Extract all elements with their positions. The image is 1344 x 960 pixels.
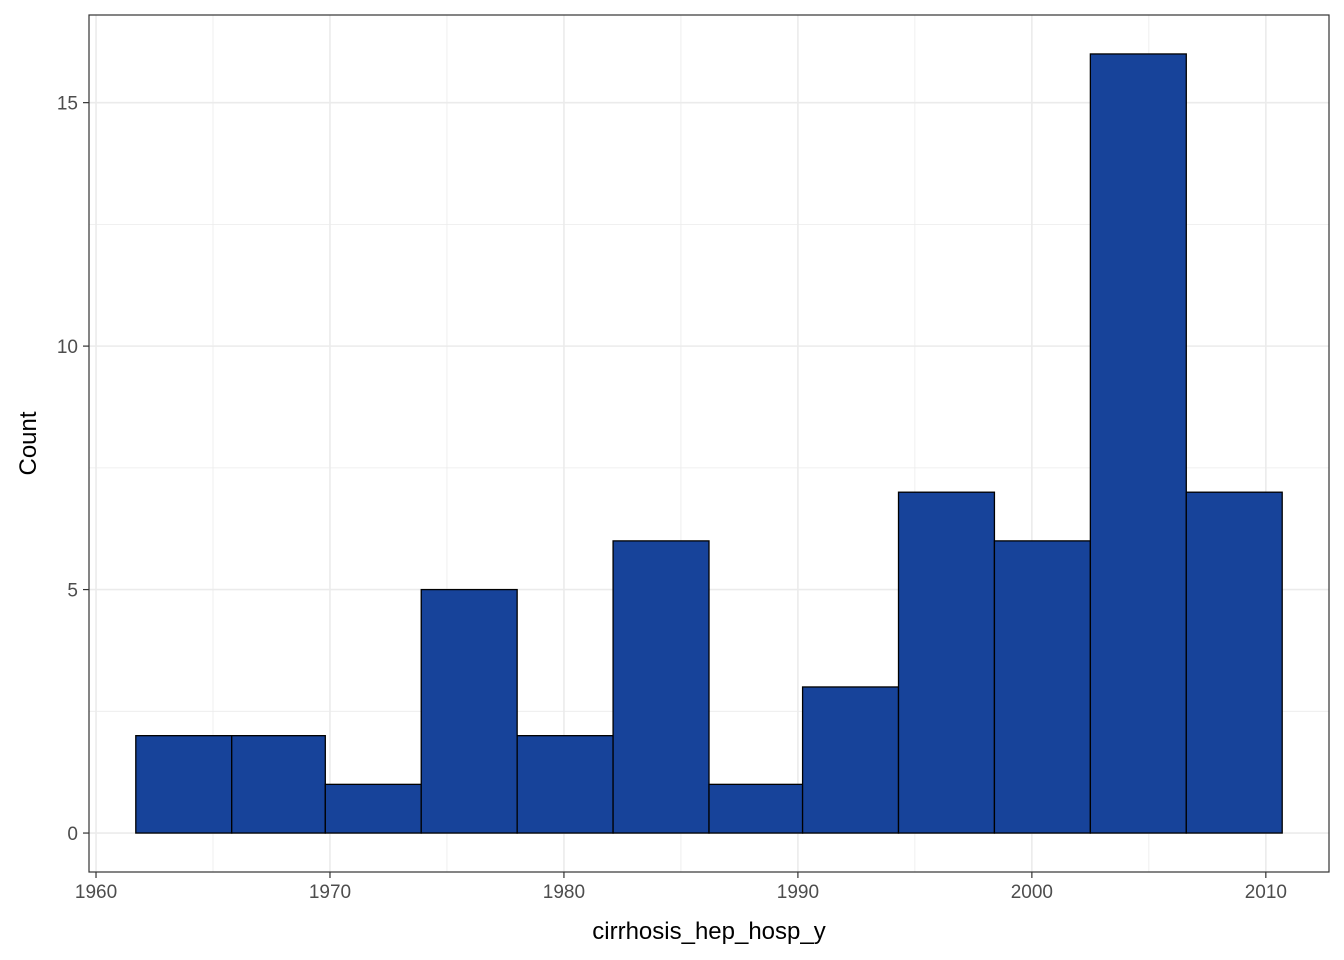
histogram-bar — [1089, 53, 1187, 834]
x-tick-label: 1990 — [777, 882, 819, 903]
y-axis-title: Count — [15, 411, 42, 475]
panel-border — [88, 14, 1330, 873]
histogram-bar — [420, 588, 518, 834]
y-tick-label: 15 — [57, 94, 78, 115]
y-axis-ticks: 0 5 10 15 — [57, 94, 89, 845]
x-tick-label: 1960 — [75, 882, 117, 903]
histogram-bar — [612, 540, 710, 834]
y-tick-label: 5 — [67, 581, 78, 602]
histogram-bar — [993, 540, 1092, 834]
x-tick-label: 2010 — [1245, 882, 1287, 903]
y-tick-label: 0 — [67, 824, 78, 845]
histogram-bar — [1185, 491, 1283, 834]
y-tick-label: 10 — [57, 337, 78, 358]
histogram-bar — [708, 783, 804, 834]
histogram-bars — [135, 53, 1283, 834]
histogram-bar — [135, 735, 233, 834]
x-tick-label: 1980 — [543, 882, 585, 903]
histogram-bar — [897, 491, 996, 834]
histogram-bar — [801, 686, 900, 834]
x-axis-title: cirrhosis_hep_hosp_y — [592, 918, 825, 945]
x-tick-label: 2000 — [1011, 882, 1053, 903]
histogram-bar — [231, 735, 326, 834]
x-tick-label: 1970 — [309, 882, 351, 903]
histogram-bar — [516, 735, 614, 834]
x-axis-ticks: 1960 1970 1980 1990 2000 2010 — [75, 872, 1287, 903]
histogram-bar — [324, 783, 422, 834]
